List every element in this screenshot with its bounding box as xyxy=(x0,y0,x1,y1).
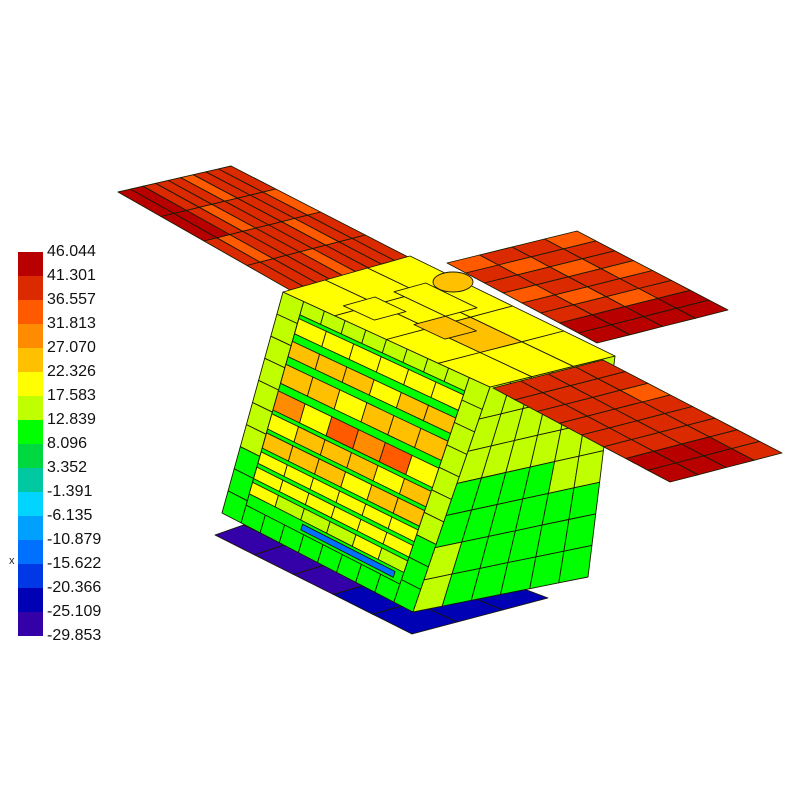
legend-label: 22.326 xyxy=(47,363,96,380)
legend-swatch xyxy=(18,468,43,492)
shelf-cell xyxy=(387,516,419,543)
legend-swatch xyxy=(18,348,43,372)
legend-swatch xyxy=(18,516,43,540)
body-panel-cell xyxy=(558,544,593,584)
shelf-cell xyxy=(399,478,432,508)
color-legend: 46.044 41.301 36.557 31.813 27.070 22.326 17.5… xyxy=(0,0,130,800)
legend-swatch xyxy=(18,252,43,276)
legend-swatch xyxy=(18,276,43,300)
shelf-cell xyxy=(392,497,426,527)
top-panel-cell xyxy=(413,315,477,340)
legend-swatch xyxy=(18,324,43,348)
legend-label: -25.109 xyxy=(47,603,102,620)
legend-label: 3.352 xyxy=(47,459,88,476)
bottom-plate-cell xyxy=(372,602,458,635)
axis-label: x xyxy=(9,555,15,567)
shelf-cell xyxy=(430,381,464,411)
legend-swatch xyxy=(18,372,43,396)
legend-swatch xyxy=(18,564,43,588)
top-panel-cell xyxy=(521,330,616,367)
legend-swatch xyxy=(18,588,43,612)
solar-panel-cell xyxy=(577,324,631,344)
legend-label: 41.301 xyxy=(47,267,96,284)
legend-label: 31.813 xyxy=(47,315,96,332)
legend-label: 27.070 xyxy=(47,339,96,356)
legend-label: 12.839 xyxy=(47,411,96,428)
legend-swatch xyxy=(18,492,43,516)
legend-swatch xyxy=(18,396,43,420)
legend-label: 8.096 xyxy=(47,435,88,452)
shelf-cell xyxy=(377,547,409,573)
shelf-cell xyxy=(414,427,449,461)
legend-label: -10.879 xyxy=(47,531,102,548)
legend-swatch xyxy=(18,300,43,324)
legend-label: -29.853 xyxy=(47,627,102,644)
top-panel-cell xyxy=(393,282,478,317)
top-panel-cell xyxy=(342,296,407,321)
legend-swatch xyxy=(18,612,43,636)
legend-label: -20.366 xyxy=(47,579,102,596)
legend-label: 36.557 xyxy=(47,291,96,308)
solar-panel-cell xyxy=(647,462,699,483)
legend-label: -15.622 xyxy=(47,555,102,572)
shelf-cell xyxy=(422,404,457,434)
legend-label: -6.135 xyxy=(47,507,93,524)
shelf-cell xyxy=(300,523,396,578)
legend-swatch xyxy=(18,540,43,564)
legend-label: 46.044 xyxy=(47,243,96,260)
legend-swatch xyxy=(18,420,43,444)
antenna-disc xyxy=(432,271,474,293)
shelf-cell xyxy=(382,531,414,558)
shelf-cell xyxy=(405,454,440,489)
legend-label: 17.583 xyxy=(47,387,96,404)
legend-label: -1.391 xyxy=(47,483,93,500)
legend-swatch xyxy=(18,444,43,468)
